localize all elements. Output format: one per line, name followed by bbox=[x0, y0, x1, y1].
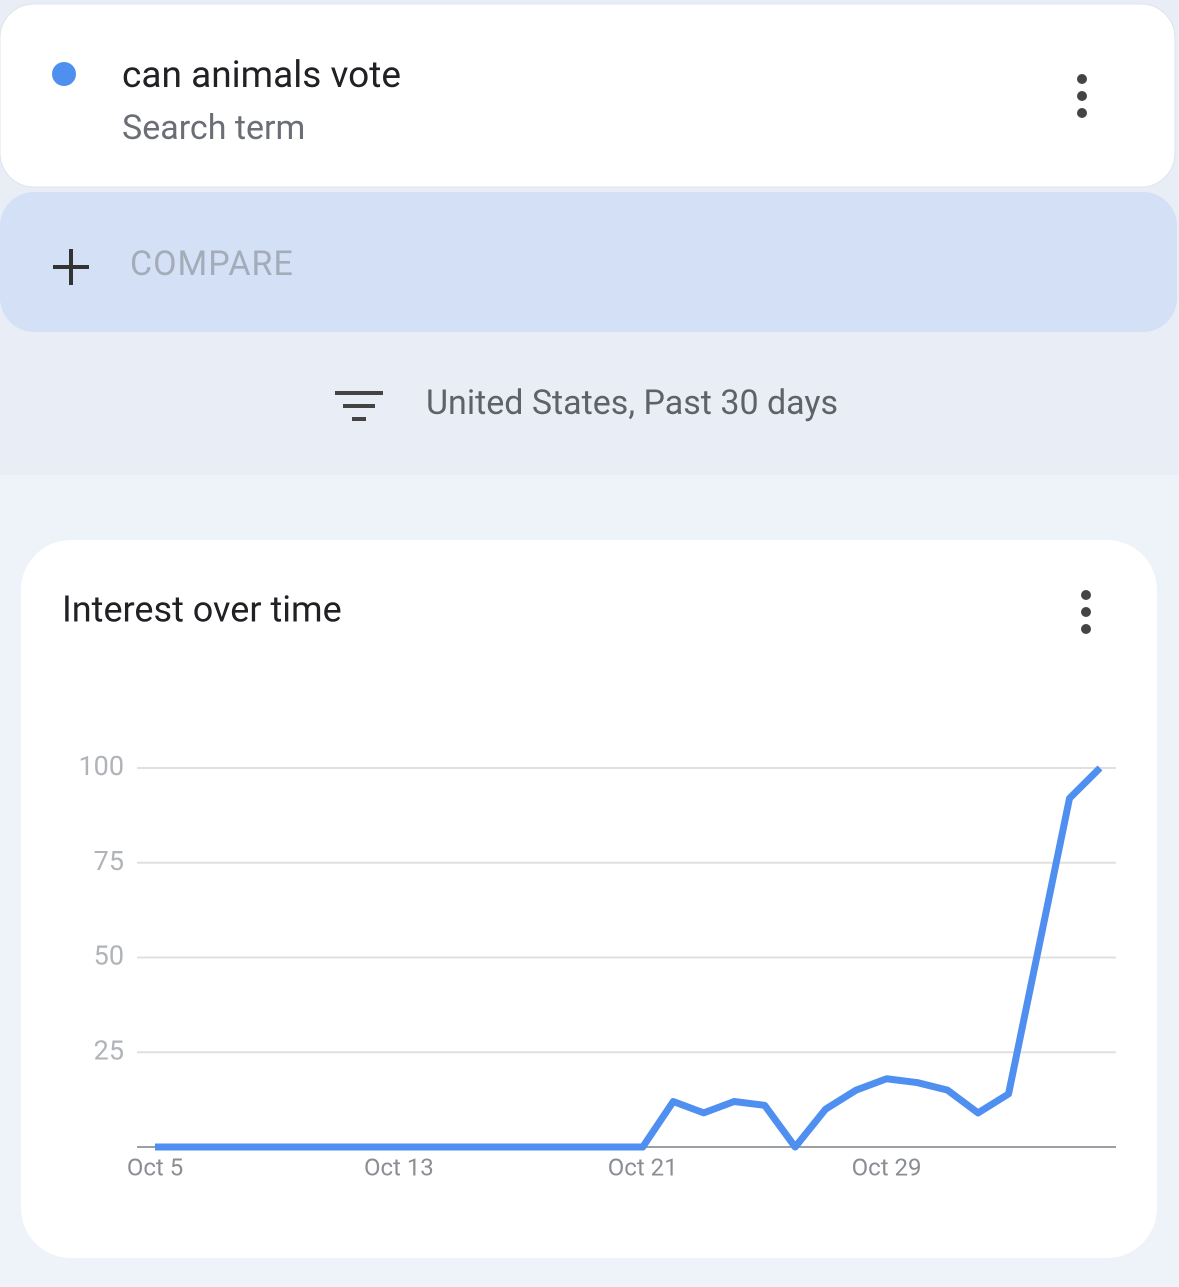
y-tick-label: 50 bbox=[94, 940, 124, 972]
term-dot bbox=[52, 62, 76, 86]
x-tick-label: Oct 29 bbox=[852, 1153, 922, 1181]
y-tick-label: 100 bbox=[78, 750, 124, 782]
chart-card bbox=[21, 540, 1157, 1258]
chart-menu[interactable] bbox=[1081, 590, 1091, 634]
x-tick-label: Oct 21 bbox=[608, 1153, 678, 1181]
filter-label[interactable]: United States, Past 30 days bbox=[426, 383, 838, 423]
x-tick-label: Oct 13 bbox=[364, 1153, 434, 1181]
plus-icon bbox=[53, 249, 89, 285]
term-subtitle: Search term bbox=[122, 108, 305, 148]
y-tick-label: 75 bbox=[94, 845, 124, 877]
term-menu[interactable] bbox=[1077, 74, 1087, 118]
x-tick-label: Oct 5 bbox=[127, 1153, 183, 1181]
filter-icon[interactable] bbox=[335, 391, 383, 421]
y-tick-label: 25 bbox=[94, 1034, 124, 1066]
compare-bar[interactable] bbox=[0, 192, 1177, 332]
compare-label[interactable]: COMPARE bbox=[130, 244, 294, 284]
term: can animals vote bbox=[122, 54, 401, 97]
chart-title: Interest over time bbox=[62, 589, 342, 631]
search-card[interactable] bbox=[0, 3, 1176, 188]
trend-line bbox=[155, 765, 1103, 1151]
